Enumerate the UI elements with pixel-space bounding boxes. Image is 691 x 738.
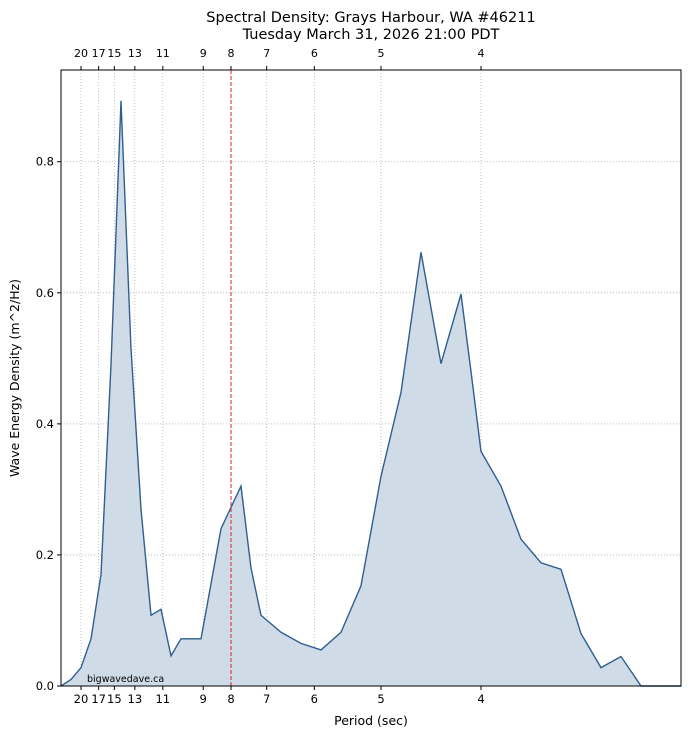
x-tick-label: 7: [263, 692, 270, 706]
x-top-tick-label: 17: [92, 47, 106, 60]
x-top-tick-label: 15: [107, 47, 121, 60]
x-ticks-top: 20 17 15 13 11 9 8 7 6 5 4: [74, 47, 485, 70]
x-tick-label: 15: [107, 692, 122, 706]
x-top-tick-label: 9: [200, 47, 207, 60]
y-tick-label: 0.0: [36, 679, 54, 693]
x-top-tick-label: 5: [378, 47, 385, 60]
x-top-tick-label: 8: [228, 47, 235, 60]
y-ticks: 0.0 0.2 0.4 0.6 0.8: [36, 155, 61, 693]
y-tick-label: 0.8: [36, 155, 54, 169]
x-tick-label: 9: [200, 692, 207, 706]
x-tick-label: 8: [227, 692, 234, 706]
spectrum-area-fill: [61, 100, 681, 687]
x-tick-label: 17: [91, 692, 106, 706]
x-tick-label: 20: [74, 692, 89, 706]
x-top-tick-label: 11: [156, 47, 170, 60]
chart-subtitle: Tuesday March 31, 2026 21:00 PDT: [242, 27, 500, 43]
x-top-tick-label: 7: [263, 47, 270, 60]
y-tick-label: 0.6: [36, 286, 54, 300]
chart-title: Spectral Density: Grays Harbour, WA #462…: [206, 10, 535, 26]
x-axis-label: Period (sec): [334, 713, 408, 728]
y-grid: [61, 161, 681, 556]
y-axis-label: Wave Energy Density (m^2/Hz): [7, 279, 22, 477]
x-top-tick-label: 6: [311, 47, 318, 60]
x-top-tick-label: 4: [478, 47, 485, 60]
x-tick-label: 13: [128, 692, 143, 706]
x-tick-label: 5: [377, 692, 384, 706]
y-tick-label: 0.2: [36, 548, 54, 562]
plot-frame: [60, 69, 682, 687]
x-tick-label: 11: [155, 692, 170, 706]
y-tick-label: 0.4: [36, 417, 54, 431]
x-top-tick-label: 13: [128, 47, 142, 60]
x-top-tick-label: 20: [74, 47, 88, 60]
x-tick-label: 6: [311, 692, 318, 706]
spectrum-line: [60, 100, 681, 687]
x-tick-label: 4: [477, 692, 484, 706]
watermark: bigwavedave.ca: [87, 674, 164, 685]
x-ticks-bottom: 20 17 15 13 11 9 8 7 6 5 4: [74, 686, 485, 706]
